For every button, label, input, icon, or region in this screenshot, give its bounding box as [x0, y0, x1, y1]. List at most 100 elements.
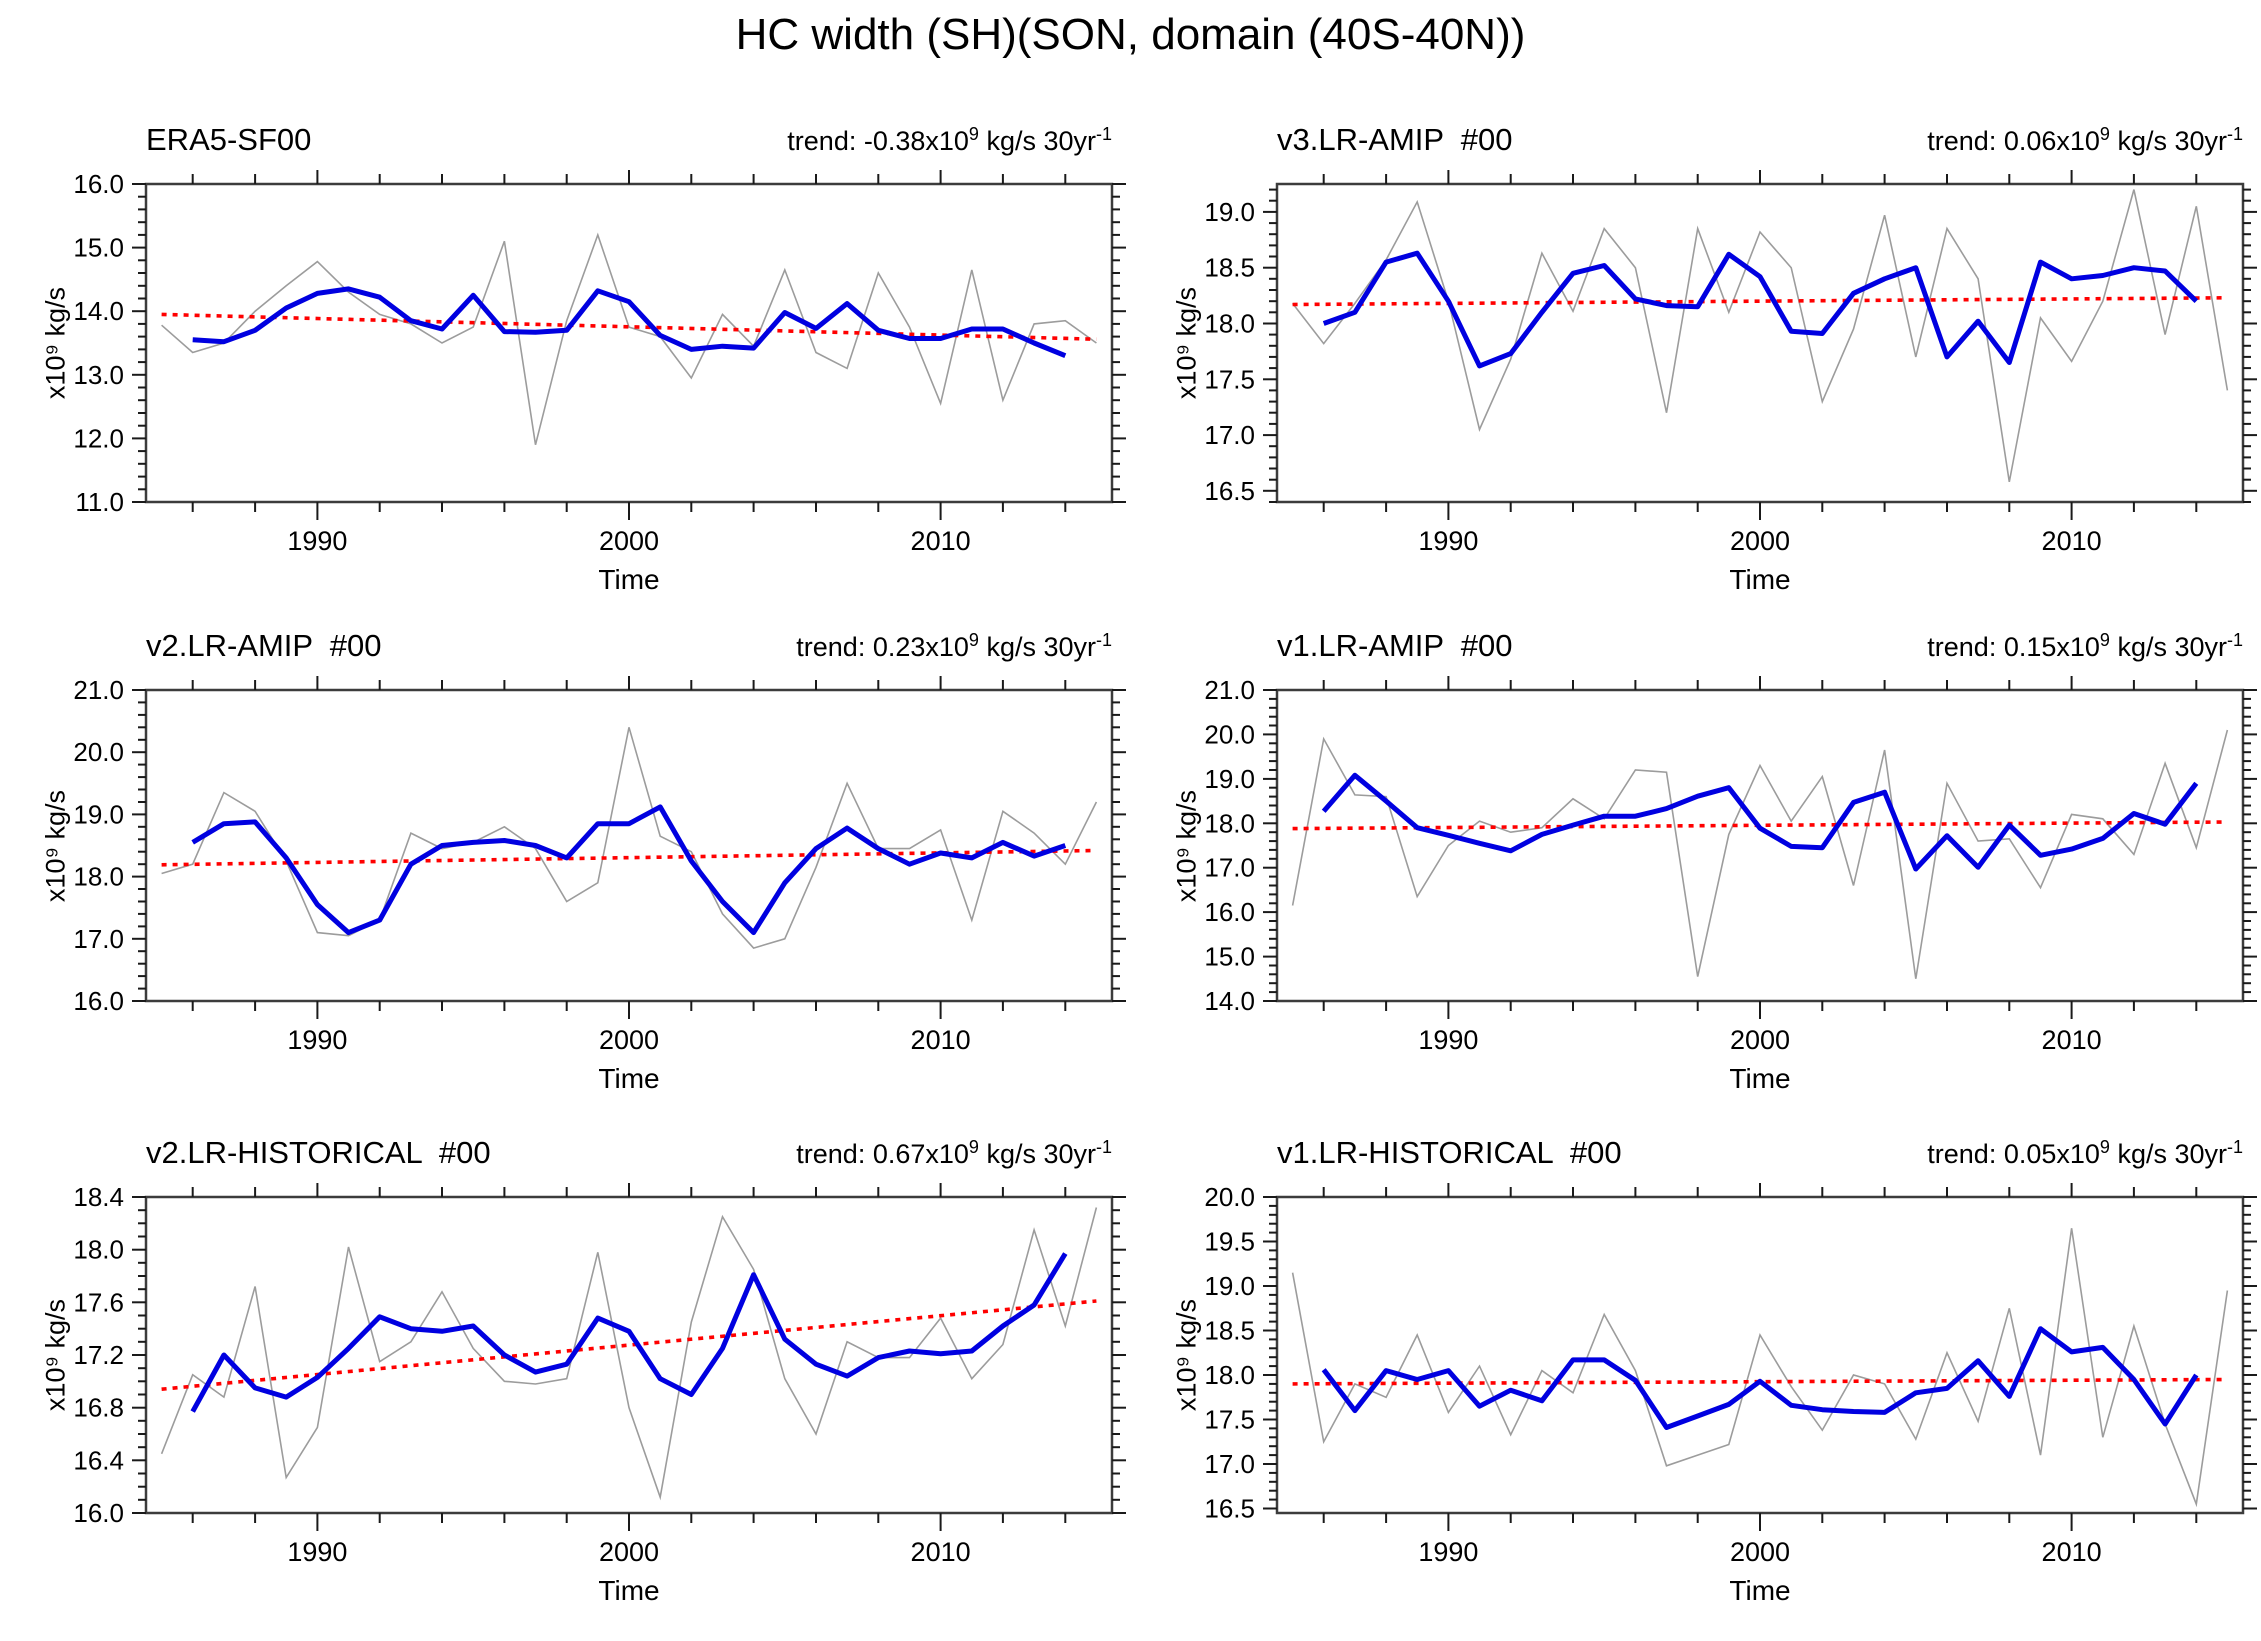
y-tick-label: 19.5: [1204, 1227, 1255, 1257]
raw-series-line: [160, 1207, 1098, 1501]
y-axis-labels: 11.0 12.0 13.0 14.0 15.0 16.0: [73, 170, 124, 517]
page-title: HC width (SH)(SON, domain (40S-40N)): [735, 10, 1526, 59]
panel-title: v1.LR-HISTORICAL #00: [1277, 1135, 1622, 1170]
raw-series-line: [1291, 189, 2229, 483]
trend-exponent-2: -1: [1095, 1137, 1112, 1157]
trend-exponent-2: -1: [1095, 630, 1112, 650]
y-tick-label: 16.4: [73, 1445, 124, 1475]
x-tick-label: 2000: [599, 1025, 659, 1055]
x-axis-title: Time: [598, 1063, 660, 1094]
y-tick-label: 14.0: [73, 296, 124, 326]
y-tick-label: 16.0: [1204, 897, 1255, 927]
y-tick-label: 17.5: [1204, 1405, 1255, 1435]
x-axis-title: Time: [1729, 1063, 1791, 1094]
y-tick-label: 21.0: [73, 676, 124, 705]
x-tick-label: 1990: [1418, 1537, 1478, 1567]
y-axis-labels: 16.0 17.0 18.0 19.0 20.0 21.0: [73, 676, 124, 1016]
x-axis-title: Time: [598, 1575, 660, 1606]
plot-frame: [144, 182, 1114, 504]
trend-units: kg/s 30yr: [978, 632, 1096, 662]
y-axis-labels: 16.0 16.4 16.8 17.2 17.6 18.0 18.4: [73, 1183, 124, 1528]
y-tick-label: 15.0: [73, 233, 124, 263]
panel-5: v2.LR-HISTORICAL #00 trend: 0.67x109 kg/…: [0, 1133, 1130, 1639]
y-tick-label: 14.0: [1204, 986, 1255, 1016]
trend-exponent: 9: [2099, 124, 2110, 144]
x-axis-title: Time: [598, 564, 660, 595]
y-tick-label: 18.0: [1204, 808, 1255, 838]
trend-exponent-2: -1: [2226, 630, 2243, 650]
y-tick-label: 11.0: [75, 487, 124, 517]
panel-3: v2.LR-AMIP #00 trend: 0.23x109 kg/s 30yr…: [0, 626, 1130, 1132]
trend-line: [161, 848, 1097, 867]
y-tick-label: 18.0: [73, 862, 124, 892]
panel-header: v1.LR-HISTORICAL #00 trend: 0.05x109 kg/…: [1277, 1135, 2243, 1171]
x-axis-ticks: [1322, 170, 2198, 520]
x-tick-label: 2010: [2042, 1537, 2102, 1567]
trend-units: kg/s 30yr: [978, 126, 1096, 156]
y-tick-label: 20.0: [1204, 1183, 1255, 1212]
panel-4: v1.LR-AMIP #00 trend: 0.15x109 kg/s 30yr…: [1131, 626, 2261, 1132]
trend-label: trend: 0.05x109 kg/s 30yr-1: [1927, 1137, 2243, 1170]
raw-series-line: [161, 727, 1098, 950]
panel-plot: 1990 2000 2010 16.5 17.0 17.5 18.0 18.5 19.0 19.5…: [1204, 1183, 2257, 1567]
plot-frame: [1275, 1195, 2245, 1515]
y-tick-label: 19.0: [1204, 197, 1255, 227]
y-tick-label: 20.0: [73, 737, 124, 767]
panel-title: v2.LR-AMIP #00: [146, 628, 382, 663]
panel-header: v2.LR-HISTORICAL #00 trend: 0.67x109 kg/…: [146, 1135, 1112, 1171]
y-tick-label: 15.0: [1204, 942, 1255, 972]
x-axis-ticks: [1322, 676, 2198, 1019]
y-tick-label: 17.0: [1204, 1449, 1255, 1479]
x-tick-label: 2010: [2042, 526, 2102, 556]
panel-1: ERA5-SF00 trend: -0.38x109 kg/s 30yr-1 x…: [0, 120, 1130, 626]
panel-2: v3.LR-AMIP #00 trend: 0.06x109 kg/s 30yr…: [1131, 120, 2261, 626]
trend-line: [161, 1299, 1097, 1391]
x-tick-label: 2010: [911, 1537, 971, 1567]
y-tick-label: 13.0: [73, 360, 124, 390]
y-tick-label: 20.0: [1204, 719, 1255, 749]
trend-exponent: 9: [968, 630, 979, 650]
panel-6: v1.LR-HISTORICAL #00 trend: 0.05x109 kg/…: [1131, 1133, 2261, 1639]
y-axis-ticks: [1263, 1196, 2257, 1510]
y-tick-label: 17.2: [73, 1340, 124, 1370]
y-tick-label: 18.0: [73, 1235, 124, 1265]
panel-header: v2.LR-AMIP #00 trend: 0.23x109 kg/s 30yr…: [146, 628, 1112, 664]
x-tick-label: 2010: [911, 1025, 971, 1055]
trend-label: trend: 0.23x109 kg/s 30yr-1: [796, 630, 1112, 663]
y-tick-label: 16.0: [73, 986, 124, 1016]
plot-frame: [144, 688, 1114, 1003]
y-axis-ticks: [1263, 689, 2257, 1002]
y-tick-label: 17.5: [1204, 364, 1255, 394]
x-axis-labels: 1990 2000 2010: [287, 1537, 970, 1567]
trend-exponent: 9: [2099, 1137, 2110, 1157]
y-tick-label: 12.0: [73, 423, 124, 453]
panel-title: v2.LR-HISTORICAL #00: [146, 1135, 491, 1170]
x-axis-ticks: [191, 676, 1067, 1019]
y-tick-label: 17.0: [1204, 853, 1255, 883]
y-axis-labels: 16.5 17.0 17.5 18.0 18.5 19.0 19.5 20.0: [1204, 1183, 1255, 1524]
y-axis-labels: 14.0 15.0 16.0 17.0 18.0 19.0 20.0 21.0: [1204, 676, 1255, 1016]
panel-header: v1.LR-AMIP #00 trend: 0.15x109 kg/s 30yr…: [1277, 628, 2243, 664]
panel-header: ERA5-SF00 trend: -0.38x109 kg/s 30yr-1: [146, 122, 1112, 158]
panel-plot: 1990 2000 2010 16.0 16.4 16.8 17.2 17.6 18.0 18.4: [73, 1183, 1126, 1567]
y-tick-label: 21.0: [1204, 676, 1255, 705]
x-axis-ticks: [191, 1183, 1067, 1531]
trend-units: kg/s 30yr: [978, 1139, 1096, 1169]
trend-value: trend: 0.05x10: [1927, 1139, 2100, 1169]
x-tick-label: 1990: [1418, 1025, 1478, 1055]
y-tick-label: 16.0: [73, 170, 124, 199]
y-tick-label: 19.0: [73, 799, 124, 829]
trend-exponent: 9: [968, 124, 979, 144]
trend-exponent: 9: [968, 1137, 979, 1157]
y-axis-ticks: [132, 689, 1126, 1002]
x-axis-labels: 1990 2000 2010: [287, 526, 970, 556]
x-tick-label: 2000: [1730, 1537, 1790, 1567]
y-tick-label: 18.5: [1204, 253, 1255, 283]
x-tick-label: 1990: [287, 526, 347, 556]
trend-exponent-2: -1: [2226, 124, 2243, 144]
x-axis-title: Time: [1729, 564, 1791, 595]
x-axis-title: Time: [1729, 1575, 1791, 1606]
plot-frame: [1275, 688, 2245, 1003]
y-tick-label: 18.5: [1204, 1316, 1255, 1346]
y-axis-ticks: [132, 1196, 1126, 1514]
